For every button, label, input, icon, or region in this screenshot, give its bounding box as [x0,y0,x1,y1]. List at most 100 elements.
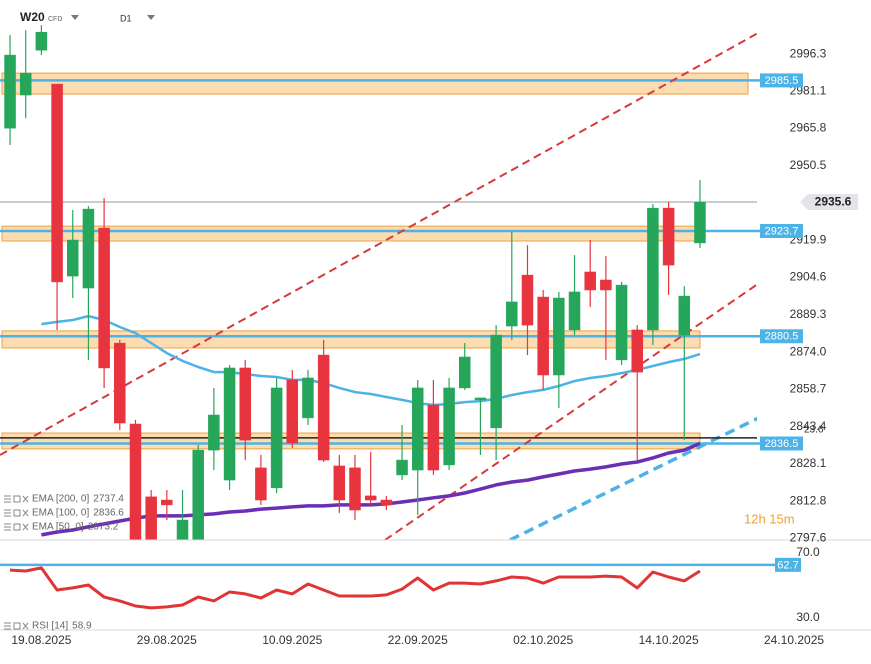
last-price-box [800,194,858,211]
candle-body [521,274,534,326]
candle-body [270,387,283,489]
legend-value: 2873.2 [88,522,119,533]
candle-body [694,201,706,244]
header: W20 CFD D1 [20,10,155,24]
candle-body [678,295,691,336]
channel-line [384,283,757,540]
candle-body [286,379,299,444]
y-tick-label: 2858.7 [790,382,827,396]
y-tick-label: 2874.0 [790,344,827,358]
x-tick-label: 29.08.2025 [137,633,197,647]
last-price-label: 2935.6 [815,195,852,209]
candle-body [615,284,628,361]
x-tick-label: 02.10.2025 [513,633,573,647]
x-tick-label: 22.09.2025 [388,633,448,647]
legend-name: EMA [100, 0] [32,508,89,519]
legend-value: 2836.6 [93,508,124,519]
candle-body [129,423,142,540]
level-label-box [760,436,803,451]
candle-body [145,496,157,540]
timeframe-dropdown[interactable] [147,15,155,20]
candle-body [239,367,251,441]
candle-body [302,377,314,419]
channel-line [0,32,757,456]
rsi-line [9,566,701,610]
level-zone [1,432,701,450]
level-label: 2836.5 [765,438,799,450]
level-label-box [760,224,803,239]
y-tick-label: 2996.3 [790,46,827,60]
indicator-legend: EMA [200, 0] 2737.4 EMA [100, 0] 2836.6 EMA … [4,494,124,533]
timeframe[interactable]: D1 [120,13,132,23]
candle-body [380,499,393,506]
legend-icons [4,523,29,531]
rsi-tick-label: 70.0 [796,545,820,559]
candle-body [553,297,565,376]
candle-body [490,334,502,429]
x-tick-label: 19.08.2025 [11,633,71,647]
candle-body [411,387,424,471]
candle-body [317,354,330,461]
candle-body [51,83,63,283]
y-tick-label: 2889.3 [790,307,827,321]
candle-body [631,329,643,373]
candles [4,25,706,540]
rsi-level-label: 62.7 [777,559,798,571]
legend-value: 2737.4 [93,494,124,505]
trend-line [509,416,757,540]
candle-body [192,449,204,540]
level-label: 2985.5 [765,75,799,87]
candle-body [506,301,518,327]
y-tick-label: 2828.1 [790,456,827,470]
symbol[interactable]: W20 [20,10,45,24]
candle-body [333,465,346,501]
candle-body [584,271,596,291]
level-label: 2923.7 [765,225,799,237]
candle-body [208,414,220,451]
candle-body [600,279,612,291]
candle-body [161,499,173,506]
y-tick-label: 2950.5 [790,158,827,172]
legend-name: EMA [200, 0] [32,494,89,505]
timer: 12h 15m [744,511,795,526]
candle-body [647,207,659,331]
rsi-tick-label: 30.0 [796,610,820,624]
rsi-legend-value: 58.9 [72,621,92,632]
legend-icons [4,495,29,503]
fib-label: 23.6 [804,425,824,436]
candle-body [19,72,32,96]
level-label-box [760,329,803,344]
candle-body [364,495,377,501]
candle-body [459,356,471,389]
candle-body [35,31,48,51]
level-label-box [760,73,803,88]
candle-body [537,296,549,376]
y-tick-label: 2843.4 [790,419,827,433]
price-panel [0,25,757,540]
legend-icons [4,509,29,517]
level-label: 2880.5 [765,331,799,343]
candle-body [114,342,126,424]
candle-body [82,208,95,289]
y-tick-label: 2797.6 [790,530,827,544]
level-zone [1,72,749,95]
candle-body [176,519,189,540]
instrument-type: CFD [48,16,62,23]
symbol-dropdown[interactable] [71,15,79,20]
ema-line [41,314,701,407]
x-tick-label: 14.10.2025 [639,633,699,647]
candle-body [443,387,455,466]
candle-body [67,239,79,277]
legend-icons [4,622,29,630]
candle-body [396,459,408,476]
candle-body [98,227,110,369]
candle-body [474,397,487,401]
legend-name: EMA [50, 0] [32,522,84,533]
candle-body [427,404,440,471]
x-tick-label: 24.10.2025 [764,633,824,647]
rsi-panel [0,563,757,610]
candle-body [255,467,267,501]
